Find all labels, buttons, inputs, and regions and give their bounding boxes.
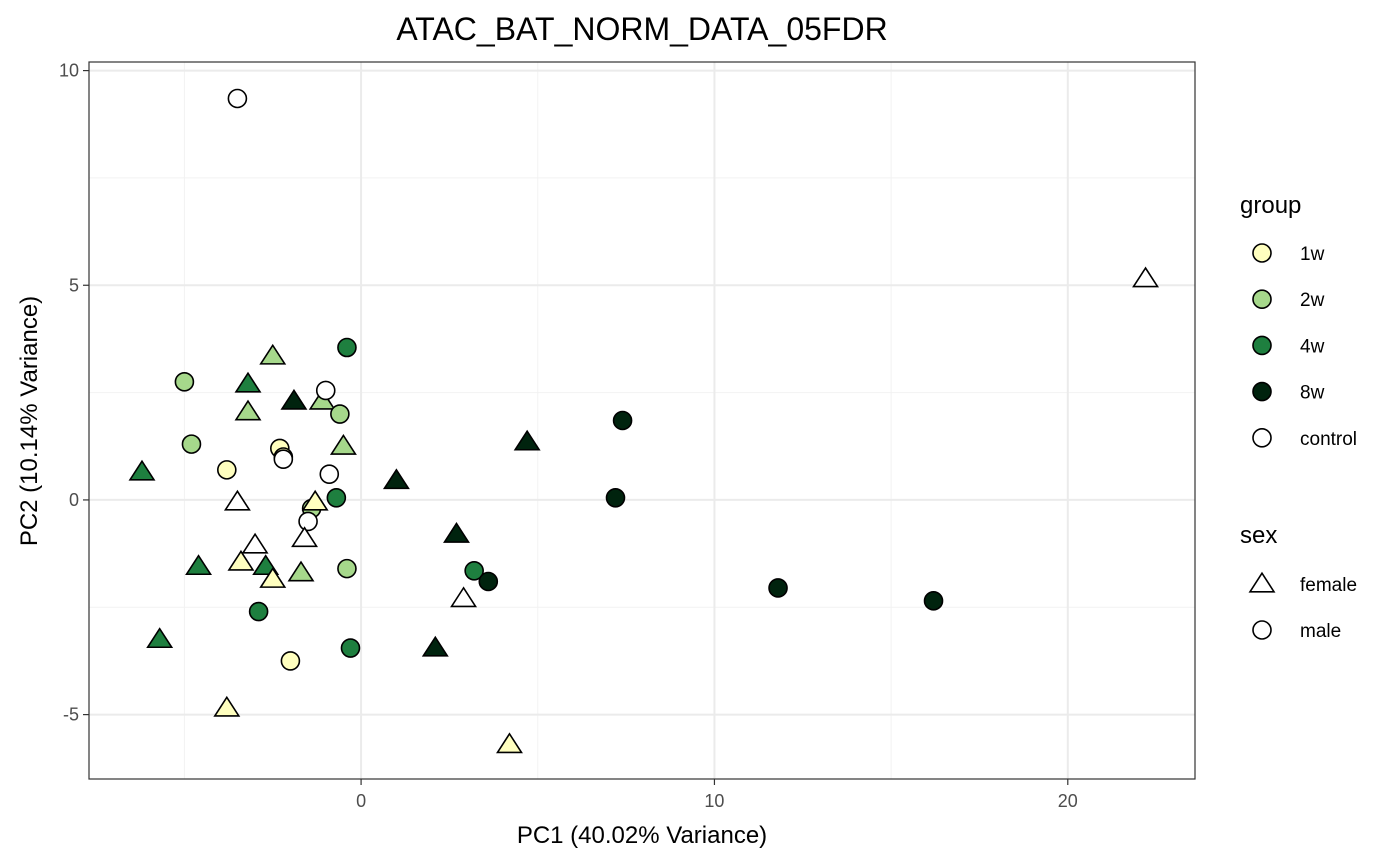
legend-group-label: 8w bbox=[1300, 383, 1325, 404]
legend-group-key bbox=[1252, 335, 1272, 356]
data-point-4w-male bbox=[464, 560, 484, 581]
y-tick-label: -5 bbox=[63, 705, 79, 725]
legend-sex-key bbox=[1252, 620, 1272, 640]
x-axis: 0 10 20 bbox=[356, 779, 1078, 811]
data-point-4w-male bbox=[340, 638, 361, 658]
legend-group-label: 2w bbox=[1300, 290, 1325, 311]
panel-border bbox=[88, 61, 1196, 780]
data-point-2w-male bbox=[330, 404, 350, 424]
data-point-control-male bbox=[315, 380, 336, 401]
x-axis-title: PC1 (40.02% Variance) bbox=[517, 822, 767, 849]
data-point-8w-male bbox=[478, 571, 499, 592]
data-point-8w-female bbox=[382, 468, 410, 490]
legend-group-key bbox=[1252, 381, 1272, 402]
data-point-control-male bbox=[298, 511, 318, 532]
data-point-8w-female bbox=[280, 388, 308, 410]
data-point-2w-male bbox=[181, 434, 202, 454]
data-point-2w-male bbox=[337, 558, 357, 579]
data-point-control-male bbox=[227, 88, 248, 109]
data-points bbox=[128, 88, 1159, 754]
data-point-control-female bbox=[291, 526, 319, 548]
data-point-control-female bbox=[223, 489, 251, 511]
y-tick-label: 10 bbox=[59, 61, 79, 81]
legend-sex-key bbox=[1248, 571, 1276, 593]
x-tick-label: 20 bbox=[1058, 791, 1078, 811]
data-point-8w-male bbox=[923, 591, 944, 611]
chart-title: ATAC_BAT_NORM_DATA_05FDR bbox=[396, 11, 887, 47]
data-point-4w-male bbox=[326, 487, 347, 508]
y-axis: -5 0 5 10 bbox=[59, 61, 89, 725]
x-tick-label: 10 bbox=[704, 791, 724, 811]
data-point-4w-male bbox=[337, 337, 357, 358]
data-point-1w-male bbox=[280, 651, 301, 671]
data-point-2w-female bbox=[234, 399, 262, 421]
data-point-8w-male bbox=[605, 487, 626, 508]
data-point-4w-female bbox=[146, 627, 174, 649]
legend-group-key bbox=[1252, 243, 1272, 263]
data-point-8w-female bbox=[443, 522, 470, 543]
data-point-2w-female bbox=[329, 433, 357, 455]
data-point-control-male bbox=[319, 464, 340, 484]
data-point-2w-male bbox=[174, 372, 195, 392]
legend-group-key bbox=[1252, 427, 1272, 448]
data-point-control-female bbox=[1132, 266, 1159, 288]
data-point-8w-male bbox=[768, 578, 788, 598]
legend-sex-label: female bbox=[1300, 575, 1357, 596]
legend-sex-label: male bbox=[1300, 621, 1341, 642]
data-point-4w-female bbox=[128, 459, 156, 481]
legend-group: group 1w 2w 4w 8w control bbox=[1240, 192, 1357, 450]
data-point-8w-male bbox=[612, 410, 633, 431]
data-point-2w-female bbox=[287, 560, 315, 582]
data-point-control-female bbox=[450, 586, 478, 608]
y-axis-title: PC2 (10.14% Variance) bbox=[16, 296, 43, 546]
y-tick-label: 0 bbox=[69, 490, 79, 510]
data-point-4w-female bbox=[185, 554, 213, 576]
data-point-control-female bbox=[241, 532, 269, 554]
legend-sex: sex female male bbox=[1240, 522, 1357, 642]
data-point-1w-female bbox=[259, 567, 287, 588]
data-point-2w-female bbox=[259, 343, 287, 365]
major-gridlines bbox=[89, 62, 1195, 779]
y-tick-label: 5 bbox=[69, 275, 79, 295]
data-point-1w-female bbox=[227, 549, 255, 571]
data-point-control-male bbox=[273, 449, 294, 469]
legend-group-label: 4w bbox=[1300, 336, 1325, 357]
data-point-8w-female bbox=[513, 429, 541, 451]
legend-group-label: 1w bbox=[1300, 244, 1325, 265]
legend-group-key bbox=[1252, 289, 1272, 310]
legend-group-label: control bbox=[1300, 429, 1357, 450]
legend-group-title: group bbox=[1240, 192, 1301, 219]
x-tick-label: 0 bbox=[356, 791, 366, 811]
data-point-4w-male bbox=[248, 601, 269, 622]
plot-panel bbox=[88, 61, 1196, 780]
data-point-1w-female bbox=[213, 695, 241, 717]
data-point-1w-female bbox=[301, 489, 329, 511]
data-point-4w-female bbox=[234, 371, 262, 393]
minor-gridlines bbox=[89, 62, 1195, 779]
panel-background bbox=[89, 62, 1195, 779]
legend-sex-title: sex bbox=[1240, 522, 1277, 549]
data-point-1w-male bbox=[217, 460, 237, 480]
data-point-1w-female bbox=[496, 732, 523, 754]
data-point-8w-female bbox=[421, 635, 449, 657]
